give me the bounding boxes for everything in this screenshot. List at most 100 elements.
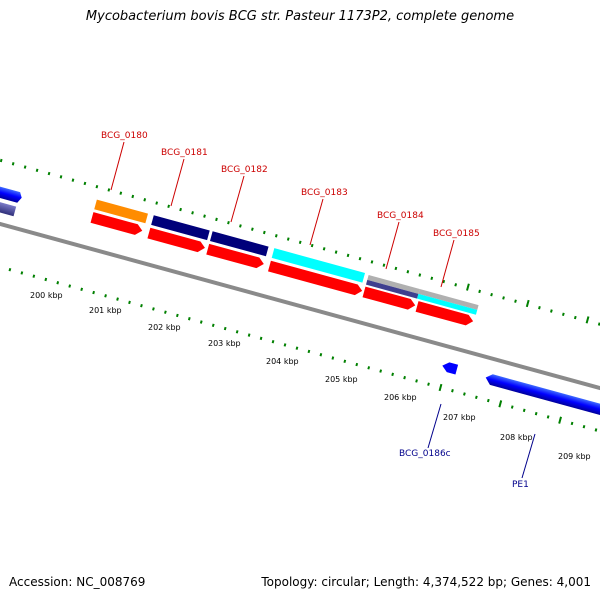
inner-minor-tick bbox=[199, 320, 203, 324]
inner-minor-tick bbox=[522, 408, 526, 413]
inner-minor-tick bbox=[582, 425, 586, 429]
scale-label: 206 kbp bbox=[384, 393, 417, 402]
outer-minor-tick bbox=[346, 253, 350, 258]
inner-minor-tick bbox=[283, 343, 287, 347]
outer-minor-tick bbox=[119, 191, 123, 195]
outer-minor-tick bbox=[71, 178, 75, 182]
cds-arrow-bcg-0183[interactable] bbox=[268, 260, 364, 297]
inner-minor-tick bbox=[235, 330, 239, 334]
label-bcg-0184[interactable]: BCG_0184 bbox=[377, 211, 424, 221]
outer-minor-tick bbox=[298, 240, 302, 245]
inner-minor-tick bbox=[187, 317, 191, 321]
outer-major-tick bbox=[585, 316, 590, 324]
outer-minor-tick bbox=[382, 263, 386, 267]
outer-minor-tick bbox=[310, 243, 314, 248]
label-bcg-0186c[interactable]: BCG_0186c bbox=[399, 449, 451, 459]
outer-minor-tick bbox=[514, 299, 517, 303]
inner-minor-tick bbox=[486, 398, 490, 403]
genome-track bbox=[0, 158, 600, 432]
inner-minor-tick bbox=[259, 336, 263, 341]
inner-minor-tick bbox=[56, 281, 60, 285]
cog-bar-bcg-0183[interactable] bbox=[271, 248, 366, 283]
cog-bar-bcg-0185[interactable] bbox=[417, 293, 478, 315]
label-bcg-0185[interactable]: BCG_0185 bbox=[433, 229, 480, 239]
outer-minor-tick bbox=[478, 289, 481, 294]
outer-minor-tick bbox=[550, 309, 553, 313]
outer-minor-tick bbox=[502, 296, 505, 300]
cds-arrow-bcg-0185[interactable] bbox=[415, 301, 475, 327]
inner-minor-tick bbox=[8, 267, 12, 272]
cds-arrow-bcg-0180[interactable] bbox=[90, 212, 144, 236]
inner-minor-tick bbox=[223, 326, 227, 331]
inner-minor-tick bbox=[32, 274, 36, 278]
inner-minor-tick bbox=[80, 287, 84, 292]
label-leaders-reverse bbox=[427, 403, 536, 479]
inner-minor-tick bbox=[463, 392, 466, 396]
outer-major-tick bbox=[525, 299, 530, 308]
inner-minor-tick bbox=[319, 353, 323, 357]
outer-minor-tick bbox=[334, 250, 338, 254]
outer-minor-tick bbox=[251, 227, 254, 231]
inner-minor-tick bbox=[427, 382, 430, 386]
outer-minor-tick bbox=[155, 201, 159, 205]
outer-minor-tick bbox=[286, 237, 290, 241]
label-bcg-0181[interactable]: BCG_0181 bbox=[161, 148, 208, 158]
scale-label: 207 kbp bbox=[443, 413, 476, 422]
cds-arrow-bcg-0181[interactable] bbox=[147, 227, 206, 254]
label-leaders bbox=[110, 141, 455, 288]
scale-labels: 200 kbp 201 kbp 202 kbp 203 kbp 204 kbp 205 k… bbox=[30, 291, 591, 461]
cog-bar-bcg-0182[interactable] bbox=[209, 231, 269, 257]
label-bcg-0183[interactable]: BCG_0183 bbox=[301, 188, 348, 198]
backbone-line bbox=[0, 182, 600, 430]
outer-minor-tick bbox=[454, 283, 458, 287]
cog-bar-bcg-0180[interactable] bbox=[94, 199, 148, 224]
scale-label: 201 kbp bbox=[89, 306, 122, 315]
outer-minor-tick bbox=[430, 276, 434, 281]
inner-minor-tick bbox=[355, 362, 359, 367]
outer-minor-tick bbox=[358, 256, 362, 261]
label-pe1[interactable]: PE1 bbox=[512, 480, 529, 490]
map-title: Mycobacterium bovis BCG str. Pasteur 117… bbox=[85, 9, 515, 24]
cds-arrow-bcg-0184[interactable] bbox=[362, 286, 417, 312]
inner-minor-tick bbox=[175, 313, 179, 318]
outer-minor-tick bbox=[179, 207, 182, 212]
outer-minor-tick bbox=[370, 260, 374, 264]
inner-minor-tick bbox=[391, 372, 395, 377]
inner-minor-tick bbox=[44, 277, 48, 282]
inner-major-tick bbox=[558, 416, 562, 424]
scale-label: 208 kbp bbox=[500, 433, 533, 442]
label-bcg-0182[interactable]: BCG_0182 bbox=[221, 165, 268, 175]
outer-minor-tick bbox=[561, 312, 565, 316]
outer-minor-tick bbox=[538, 306, 541, 310]
outer-minor-tick bbox=[11, 162, 15, 166]
outer-minor-tick bbox=[418, 273, 422, 277]
cog-bar-bcg-0184[interactable] bbox=[365, 279, 419, 299]
cog-bar-bcg-0184-top[interactable] bbox=[367, 275, 420, 294]
inner-minor-tick bbox=[211, 323, 215, 327]
inner-minor-tick bbox=[92, 290, 95, 295]
outer-minor-tick bbox=[203, 214, 206, 218]
outer-minor-tick bbox=[59, 175, 63, 179]
inner-minor-tick bbox=[68, 284, 72, 288]
gene-arrow-bcg-0186c[interactable] bbox=[441, 361, 459, 375]
inner-minor-tick bbox=[116, 297, 119, 301]
scale-label: 200 kbp bbox=[30, 291, 63, 300]
cds-arrow-bcg-0182[interactable] bbox=[206, 243, 265, 270]
scale-label: 204 kbp bbox=[266, 357, 299, 366]
gene-arrow-left-forward[interactable] bbox=[0, 165, 23, 204]
cog-bar-bcg-0185-top[interactable] bbox=[418, 288, 479, 310]
cog-bar-bcg-0181[interactable] bbox=[151, 215, 210, 241]
outer-minor-tick bbox=[143, 198, 147, 202]
inner-minor-tick bbox=[140, 303, 143, 308]
inner-minor-tick bbox=[594, 428, 598, 432]
outer-minor-tick bbox=[0, 158, 3, 163]
outer-minor-tick bbox=[262, 230, 266, 235]
gene-arrow-pe1[interactable] bbox=[484, 373, 600, 416]
label-bcg-0180[interactable]: BCG_0180 bbox=[101, 131, 148, 141]
inner-minor-tick bbox=[307, 349, 311, 354]
outer-minor-tick bbox=[274, 234, 278, 238]
outer-minor-tick bbox=[573, 315, 577, 320]
scale-label: 203 kbp bbox=[208, 339, 241, 348]
scale-label: 209 kbp bbox=[558, 452, 591, 461]
